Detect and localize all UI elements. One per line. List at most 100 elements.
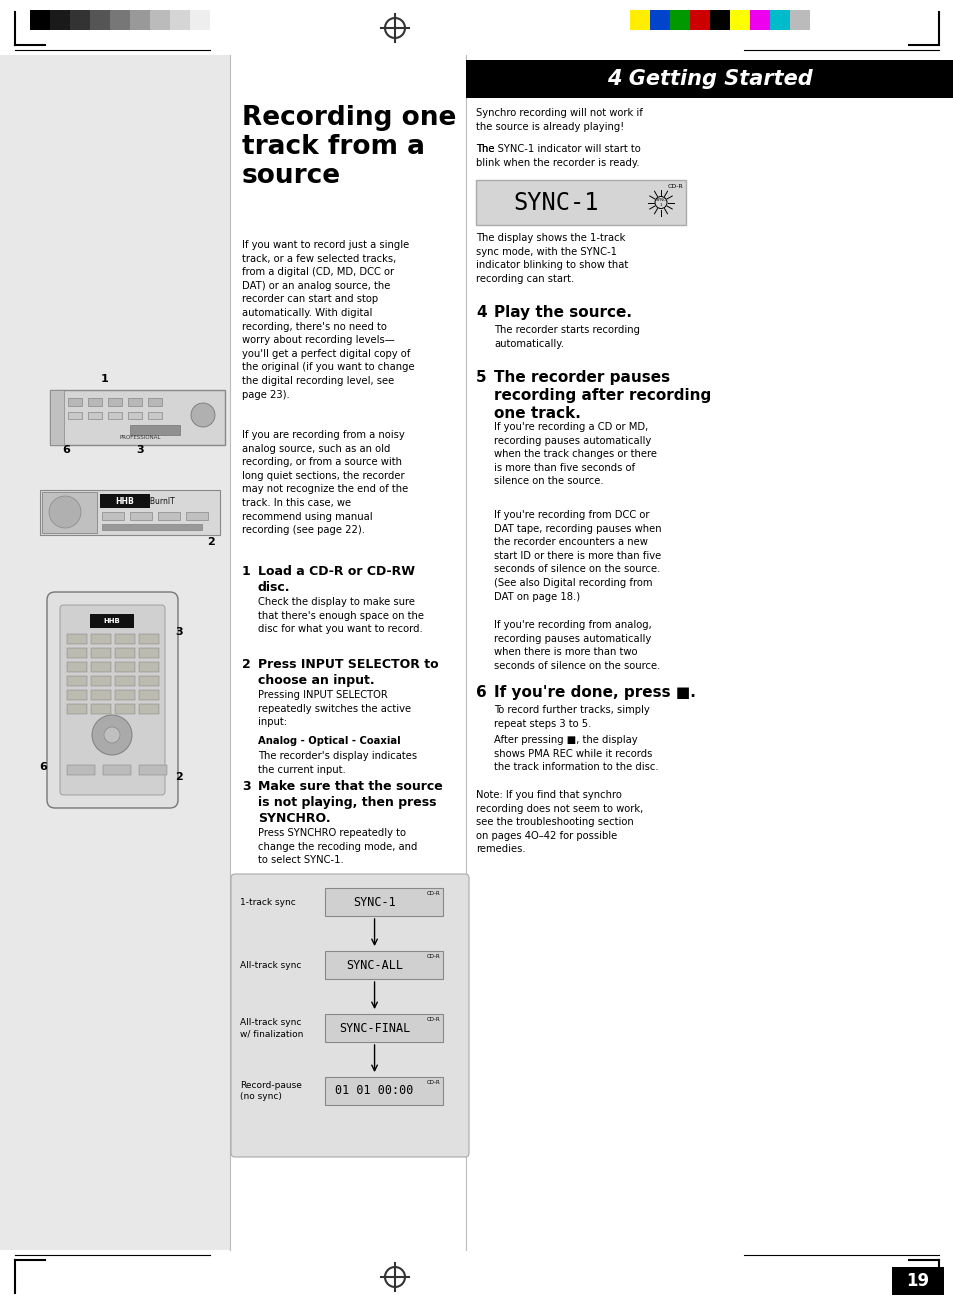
Text: Pressing INPUT SELECTOR
repeatedly switches the active
input:: Pressing INPUT SELECTOR repeatedly switc… [257, 690, 411, 727]
Bar [190, 10, 210, 30]
Bar [67, 649, 87, 658]
Bar [325, 951, 442, 979]
Bar [729, 10, 749, 30]
Text: Analog - Optical - Coaxial: Analog - Optical - Coaxial [257, 736, 400, 746]
Text: 1: 1 [242, 565, 251, 578]
Text: The: The [476, 144, 497, 154]
Text: Load a CD-R or CD-RW
disc.: Load a CD-R or CD-RW disc. [257, 565, 415, 594]
Bar [128, 412, 142, 419]
Text: 3: 3 [174, 626, 182, 637]
Bar [67, 676, 87, 686]
Text: 2: 2 [207, 536, 214, 547]
Text: PROFESSIONAL: PROFESSIONAL [119, 435, 161, 440]
Bar [139, 765, 167, 775]
Text: The recorder's display indicates
the current input.: The recorder's display indicates the cur… [257, 750, 416, 775]
Text: After pressing ■, the display
shows PMA REC while it records
the track informati: After pressing ■, the display shows PMA … [494, 735, 658, 773]
Bar [103, 765, 131, 775]
FancyBboxPatch shape [60, 606, 165, 795]
Text: All-track sync: All-track sync [240, 960, 301, 970]
Bar [769, 10, 789, 30]
Text: CD-R: CD-R [427, 1017, 440, 1022]
Text: The display shows the 1-track
sync mode, with the SYNC-1
indicator blinking to s: The display shows the 1-track sync mode,… [476, 234, 628, 283]
Text: SYNC-FINAL: SYNC-FINAL [338, 1022, 410, 1035]
Bar [50, 390, 64, 445]
Bar [67, 765, 95, 775]
Bar [139, 676, 159, 686]
Bar [42, 492, 97, 532]
Circle shape [655, 197, 666, 209]
Text: 6: 6 [476, 685, 486, 699]
Bar [88, 398, 102, 406]
Text: 2: 2 [174, 773, 183, 782]
Text: SYNC-1: SYNC-1 [513, 191, 598, 214]
Bar [709, 10, 729, 30]
Circle shape [191, 403, 214, 427]
Text: Note: If you find that synchro
recording does not seem to work,
see the troubles: Note: If you find that synchro recording… [476, 790, 642, 855]
Text: SYNC-ALL: SYNC-ALL [346, 958, 402, 971]
Bar [102, 525, 202, 530]
Bar [90, 613, 133, 628]
Bar [749, 10, 769, 30]
Bar [115, 690, 135, 699]
Text: 1: 1 [101, 375, 109, 384]
Bar [108, 412, 122, 419]
Bar [115, 662, 135, 672]
Text: 19: 19 [905, 1272, 928, 1291]
Text: The recorder starts recording
automatically.: The recorder starts recording automatica… [494, 325, 639, 348]
Text: 5: 5 [476, 371, 486, 385]
Bar [67, 662, 87, 672]
Bar [128, 398, 142, 406]
Text: The recorder pauses
recording after recording
one track.: The recorder pauses recording after reco… [494, 371, 711, 422]
Text: All-track sync
w/ finalization: All-track sync w/ finalization [240, 1018, 303, 1037]
Text: HHB: HHB [115, 496, 134, 505]
FancyBboxPatch shape [47, 592, 178, 808]
Bar [148, 398, 162, 406]
Bar [91, 662, 111, 672]
Bar [669, 10, 689, 30]
Text: SYNC
1: SYNC 1 [655, 198, 666, 206]
Bar [465, 60, 953, 98]
Text: 01 01 00:00: 01 01 00:00 [335, 1084, 414, 1098]
Text: 3: 3 [136, 445, 144, 455]
Text: If you're recording from analog,
recording pauses automatically
when there is mo: If you're recording from analog, recordi… [494, 620, 659, 671]
Text: The SYNC-1 indicator will start to
blink when the recorder is ready.: The SYNC-1 indicator will start to blink… [476, 144, 640, 167]
Bar [40, 489, 220, 535]
Bar [115, 703, 135, 714]
Bar [130, 425, 180, 435]
Bar [68, 412, 82, 419]
Bar [67, 634, 87, 643]
Text: If you're done, press ■.: If you're done, press ■. [494, 685, 695, 699]
Text: To record further tracks, simply
repeat steps 3 to 5.: To record further tracks, simply repeat … [494, 705, 649, 728]
Bar [91, 676, 111, 686]
Bar [150, 10, 170, 30]
Bar [67, 690, 87, 699]
Text: CD-R: CD-R [427, 891, 440, 897]
Text: Check the display to make sure
that there's enough space on the
disc for what yo: Check the display to make sure that ther… [257, 596, 423, 634]
Bar [148, 412, 162, 419]
Bar [130, 10, 150, 30]
Circle shape [91, 715, 132, 756]
Text: CD-R: CD-R [427, 1081, 440, 1084]
Bar [90, 10, 110, 30]
Bar [115, 634, 135, 643]
Bar [91, 703, 111, 714]
Circle shape [104, 727, 120, 743]
Bar [186, 512, 208, 519]
Text: Play the source.: Play the source. [494, 305, 631, 320]
Bar [325, 1014, 442, 1041]
Text: 3: 3 [242, 780, 251, 793]
Bar [115, 676, 135, 686]
Text: Make sure that the source
is not playing, then press
SYNCHRO.: Make sure that the source is not playing… [257, 780, 442, 825]
Bar [67, 703, 87, 714]
Bar [649, 10, 669, 30]
Text: Synchro recording will not work if
the source is already playing!: Synchro recording will not work if the s… [476, 108, 642, 132]
Text: ♦BurnIT: ♦BurnIT [144, 496, 175, 505]
Bar [50, 10, 70, 30]
Text: Press INPUT SELECTOR to
choose an input.: Press INPUT SELECTOR to choose an input. [257, 658, 438, 686]
Bar [110, 10, 130, 30]
Text: CD-R: CD-R [427, 954, 440, 959]
Bar [102, 512, 124, 519]
Bar [139, 690, 159, 699]
Bar [115, 649, 135, 658]
Bar [50, 390, 225, 445]
